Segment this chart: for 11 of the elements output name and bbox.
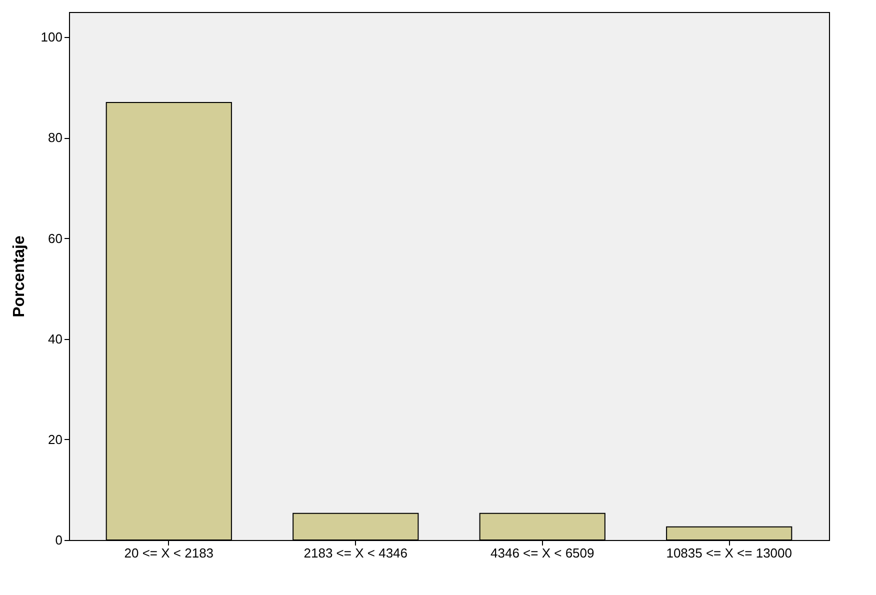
- y-tick-label: 60: [48, 230, 62, 246]
- x-tick-label: 4346 <= X < 6509: [490, 546, 594, 560]
- x-tick-label: 2183 <= X < 4346: [304, 546, 408, 560]
- x-tick-label: 20 <= X < 2183: [124, 546, 214, 560]
- y-tick-label: 20: [48, 432, 62, 447]
- y-tick-label: 0: [55, 532, 62, 548]
- y-tick-label: 80: [48, 130, 62, 146]
- y-tick-label: 100: [40, 30, 62, 45]
- x-tick-label: 10835 <= X <= 13000: [666, 546, 792, 560]
- y-axis-title: Porcentaje: [10, 235, 28, 318]
- y-tick-label: 40: [48, 331, 62, 346]
